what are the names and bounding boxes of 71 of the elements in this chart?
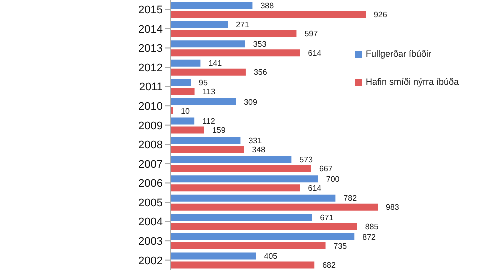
bar <box>171 126 204 134</box>
bar <box>171 40 246 48</box>
data-label: 667 <box>319 164 334 174</box>
y-tick-label: 2010 <box>138 100 163 113</box>
bar <box>171 176 318 183</box>
bar <box>171 79 192 86</box>
bar <box>171 165 312 172</box>
legend-label: Fullgerðar íbúðir <box>366 49 432 59</box>
data-label: 331 <box>248 136 263 146</box>
bar <box>171 214 312 222</box>
bar <box>171 184 300 192</box>
bar <box>171 118 195 125</box>
data-label: 782 <box>344 194 358 204</box>
bar <box>171 146 244 153</box>
bar <box>171 262 315 269</box>
data-label: 983 <box>386 203 400 212</box>
y-tick-label: 2002 <box>138 255 163 268</box>
legend-label: Hafin smíði nýrra íbúða <box>366 77 460 87</box>
bar <box>171 156 292 164</box>
bar <box>171 137 241 144</box>
y-tick-label: 2008 <box>138 140 163 152</box>
data-label: 10 <box>181 106 191 116</box>
bar <box>171 252 256 260</box>
data-label: 671 <box>320 213 334 222</box>
data-label: 597 <box>304 30 319 39</box>
y-tick-label: 2015 <box>138 4 163 17</box>
data-label: 112 <box>202 117 216 126</box>
y-tick-label: 2013 <box>138 43 163 56</box>
y-tick-label: 2007 <box>138 158 163 171</box>
data-label: 356 <box>254 68 268 78</box>
data-label: 309 <box>244 98 258 107</box>
data-label: 573 <box>300 156 314 165</box>
y-tick-label: 2003 <box>138 236 163 248</box>
data-label: 614 <box>308 48 322 58</box>
y-tick-label: 2014 <box>138 24 163 36</box>
data-label: 700 <box>326 174 340 184</box>
y-tick-label: 2009 <box>138 120 163 132</box>
bar <box>171 68 246 76</box>
data-label: 113 <box>202 87 216 96</box>
data-label: 926 <box>374 10 388 20</box>
y-tick-label: 2011 <box>139 82 163 94</box>
data-label: 271 <box>236 20 250 30</box>
data-label: 159 <box>212 126 226 136</box>
data-label: 353 <box>253 40 268 49</box>
data-label: 735 <box>334 242 348 251</box>
data-label: 872 <box>362 232 377 242</box>
y-tick-label: 2012 <box>138 62 163 74</box>
y-tick-label: 2004 <box>138 216 163 229</box>
bar <box>171 30 297 38</box>
data-label: 348 <box>252 145 266 154</box>
bar <box>171 21 228 28</box>
data-label: 95 <box>199 78 208 88</box>
bar <box>171 2 253 9</box>
data-label: 388 <box>260 1 275 10</box>
bar <box>171 223 358 230</box>
bar <box>171 50 300 57</box>
bar <box>171 242 326 250</box>
bar <box>171 11 366 18</box>
y-tick-label: 2006 <box>138 178 163 190</box>
bar <box>171 204 378 211</box>
data-label: 141 <box>208 59 223 68</box>
y-tick-label: 2005 <box>138 197 163 210</box>
bar <box>171 194 336 202</box>
bar <box>171 233 355 240</box>
data-label: 614 <box>308 184 322 193</box>
bar <box>171 88 195 96</box>
data-label: 885 <box>365 222 380 232</box>
data-label: 405 <box>264 252 278 262</box>
bar <box>171 60 201 67</box>
bar <box>171 98 236 106</box>
data-label: 682 <box>322 261 337 270</box>
